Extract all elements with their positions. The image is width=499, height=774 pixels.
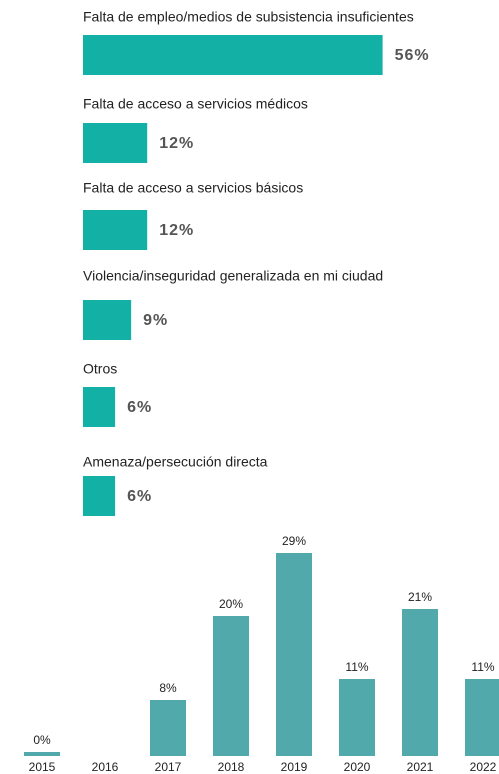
bar [83, 123, 148, 163]
value-label: 21% [408, 590, 432, 604]
value-label: 29% [282, 534, 306, 548]
category-label: Amenaza/persecución directa [83, 454, 268, 470]
category-label: Falta de acceso a servicios médicos [83, 96, 308, 112]
x-tick-label: 2022 [470, 760, 497, 774]
bar [150, 700, 186, 756]
bar [83, 35, 383, 75]
bar [83, 300, 132, 340]
bar [83, 476, 116, 516]
bar [339, 679, 375, 756]
value-label: 6% [127, 399, 152, 416]
category-label: Falta de acceso a servicios básicos [83, 180, 303, 196]
bar [465, 679, 499, 756]
bar [276, 553, 312, 756]
value-label: 11% [345, 660, 368, 674]
bar [83, 210, 148, 250]
x-tick-label: 2019 [281, 760, 308, 774]
value-label: 6% [127, 488, 152, 505]
x-tick-label: 2017 [155, 760, 182, 774]
x-tick-label: 2016 [92, 760, 119, 774]
value-label: 56% [395, 47, 430, 64]
value-label: 11% [471, 660, 494, 674]
category-label: Otros [83, 361, 117, 377]
bar [24, 752, 60, 756]
value-label: 8% [159, 681, 177, 695]
category-label: Falta de empleo/medios de subsistencia i… [83, 9, 414, 25]
bar [83, 387, 116, 427]
x-tick-label: 2020 [344, 760, 371, 774]
value-label: 12% [159, 135, 194, 152]
value-label: 12% [159, 222, 194, 239]
category-label: Violencia/inseguridad generalizada en mi… [83, 268, 383, 284]
x-tick-label: 2015 [29, 760, 56, 774]
value-label: 9% [143, 312, 168, 329]
bar [213, 616, 249, 756]
x-tick-label: 2021 [407, 760, 434, 774]
value-label: 0% [33, 733, 51, 747]
bar [402, 609, 438, 756]
x-tick-label: 2018 [218, 760, 245, 774]
value-label: 20% [219, 597, 243, 611]
